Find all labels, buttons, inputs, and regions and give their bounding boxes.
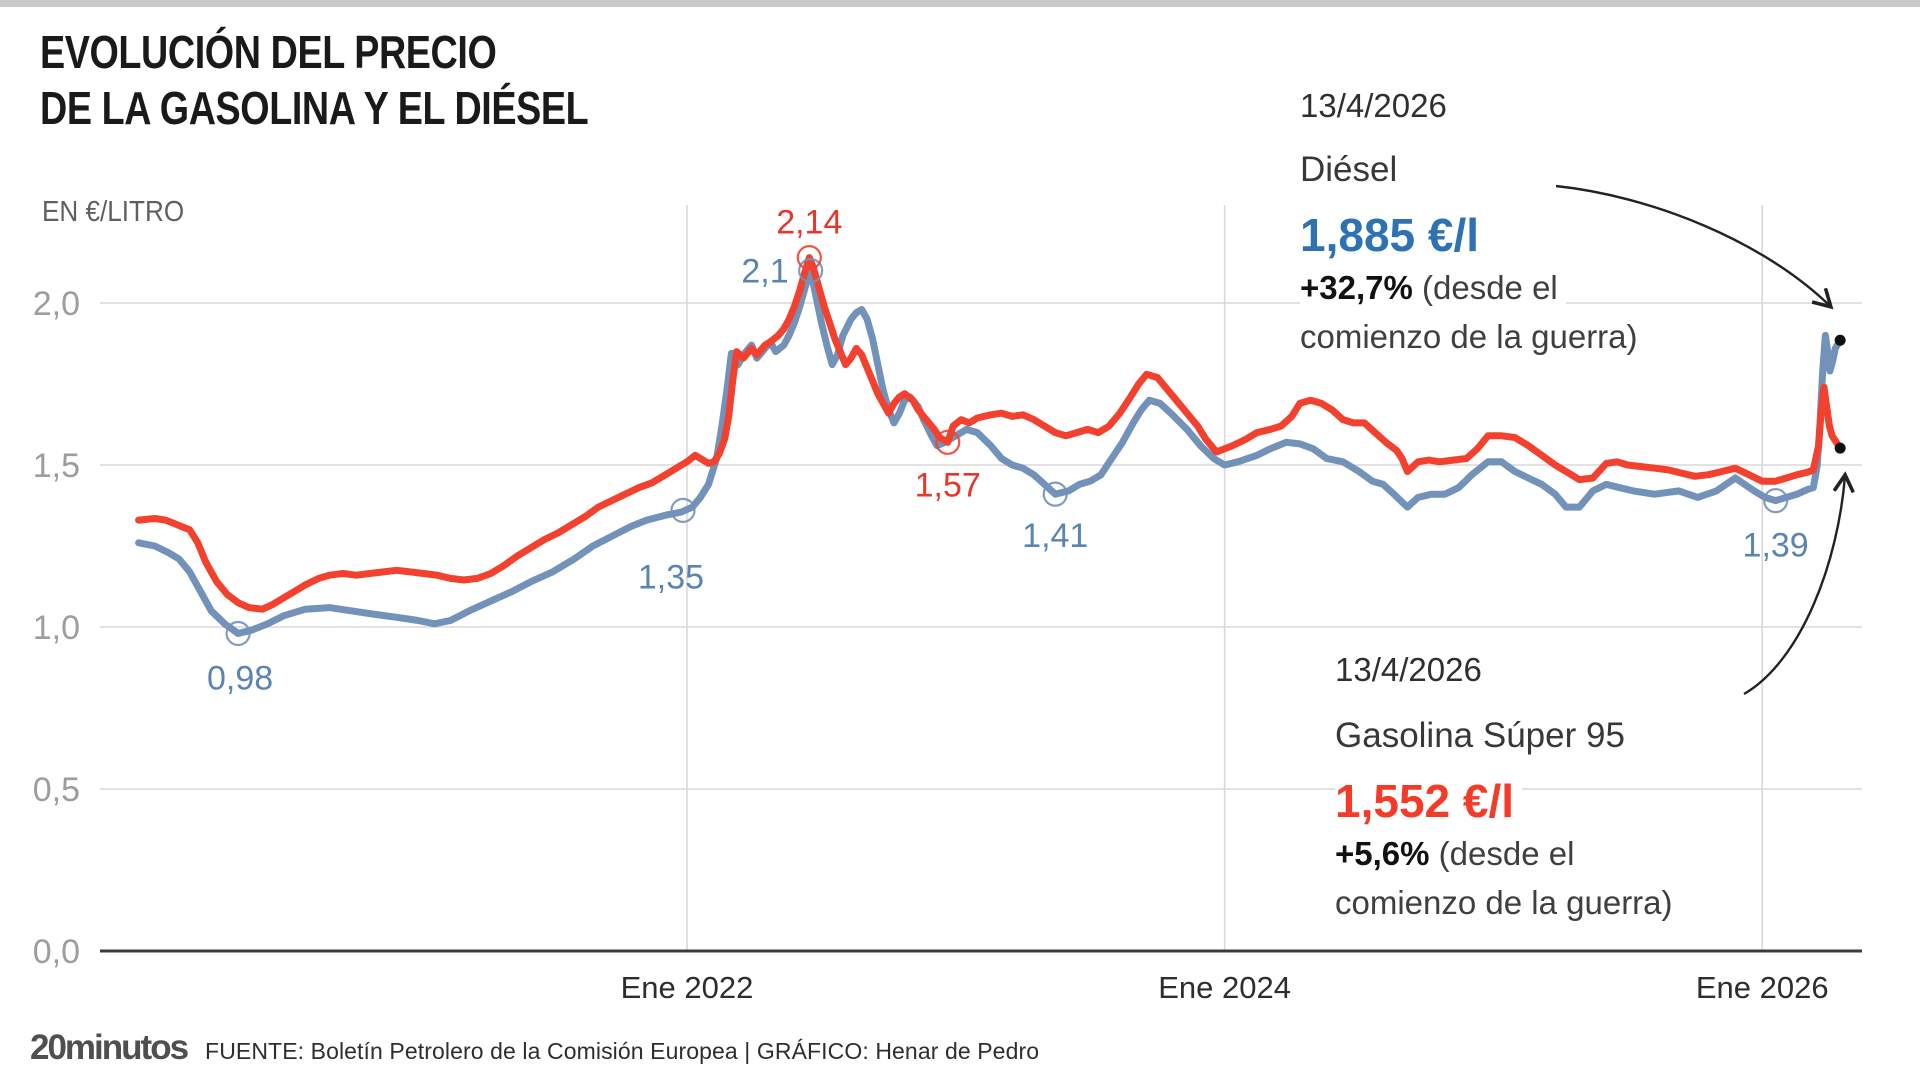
diesel-line [135, 267, 1844, 637]
callout-gasolina-name: Gasolina Súper 95 [1335, 714, 1681, 758]
point-value-label: 1,57 [915, 466, 981, 504]
point-value-label: 1,41 [1022, 517, 1088, 555]
series-end-dot [1834, 334, 1846, 346]
gasolina-line [135, 254, 1844, 613]
y-tick-label: 0,5 [33, 771, 80, 809]
callout-diesel-price: 1,885 €/l [1300, 208, 1646, 262]
top-strip [0, 0, 1920, 7]
arrow-to-gasolina-end [1743, 476, 1845, 696]
publisher-logo: 20minutos [30, 1028, 189, 1067]
point-value-label: 2,1 [741, 253, 788, 291]
point-marker-circle [935, 429, 961, 455]
arrow-to-diesel-end [1555, 184, 1830, 306]
point-marker-circle [1763, 488, 1789, 514]
y-tick-label: 0,0 [33, 933, 80, 971]
point-marker-circle [1042, 481, 1068, 507]
y-tick-label: 1,0 [33, 609, 80, 647]
callout-gasolina-date: 13/4/2026 [1335, 650, 1681, 690]
axis-units-label: EN €/LITRO [42, 196, 185, 228]
source-credit: FUENTE: Boletín Petrolero de la Comisión… [205, 1038, 1040, 1064]
callout-gasolina-change: +5,6% (desde el [1335, 830, 1681, 877]
point-value-label: 0,98 [207, 659, 273, 697]
point-value-label: 1,35 [638, 558, 704, 596]
x-tick-label: Ene 2026 [1696, 970, 1829, 1005]
title-line-1: EVOLUCIÓN DEL PRECIO [40, 26, 497, 78]
footer: 20minutos FUENTE: Boletín Petrolero de l… [30, 1028, 1039, 1068]
callout-diesel-name: Diésel [1300, 148, 1646, 192]
x-tick-label: Ene 2022 [621, 970, 754, 1005]
y-tick-label: 1,5 [33, 447, 80, 485]
point-marker-circle [225, 620, 251, 647]
callout-diesel-date: 13/4/2026 [1300, 86, 1646, 126]
point-marker-circle [670, 497, 696, 523]
callout-gasolina: 13/4/2026 Gasolina Súper 95 1,552 €/l +5… [1335, 650, 1681, 926]
callout-diesel-change: +32,7% (desde el [1300, 264, 1646, 311]
title-line-2: DE LA GASOLINA Y EL DIÉSEL [40, 82, 589, 134]
point-marker-circle [798, 258, 824, 284]
point-value-label: 2,14 [776, 204, 842, 242]
point-marker-circle [796, 245, 822, 271]
point-value-label: 1,39 [1743, 527, 1809, 565]
callout-gasolina-change-line2: comienzo de la guerra) [1335, 879, 1681, 926]
callout-diesel-change-line2: comienzo de la guerra) [1300, 313, 1646, 360]
series-end-dot [1834, 442, 1846, 454]
callout-diesel: 13/4/2026 Diésel 1,885 €/l +32,7% (desde… [1300, 86, 1646, 360]
page-title: EVOLUCIÓN DEL PRECIO DE LA GASOLINA Y EL… [40, 24, 589, 136]
y-tick-label: 2,0 [33, 285, 80, 323]
x-tick-label: Ene 2024 [1158, 970, 1291, 1005]
callout-gasolina-price: 1,552 €/l [1335, 774, 1681, 828]
